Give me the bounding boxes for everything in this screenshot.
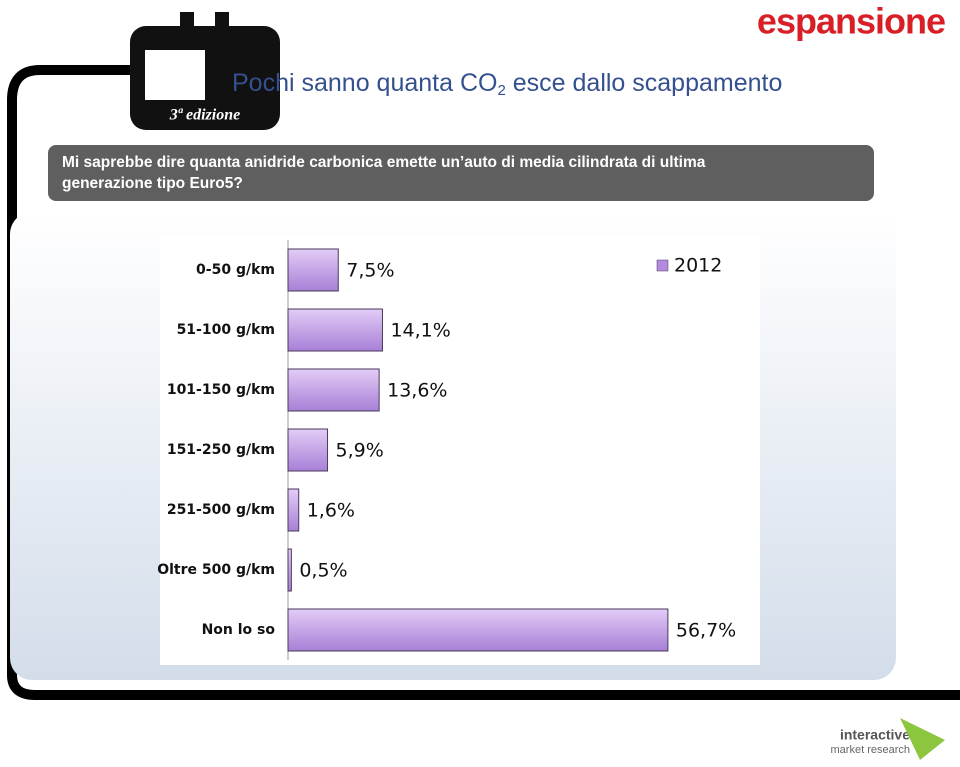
footer-mark (900, 718, 945, 760)
question-box (48, 145, 874, 201)
legend-label: 2012 (674, 255, 722, 277)
bar (287, 308, 383, 352)
value-label: 56,7% (676, 620, 736, 642)
plug-pin (215, 12, 229, 32)
question: generazione tipo Euro5? (62, 175, 243, 192)
chart: 0-50 g/km 51-100 g/km 101-150 g/km 151-250 … (157, 240, 736, 660)
category-label: 0-50 g/km (196, 262, 275, 278)
title-part: Pochi sanno quanta CO (232, 69, 497, 97)
legend-swatch (656, 259, 669, 272)
category-label: 251-500 g/km (167, 502, 275, 518)
category-label: 101-150 g/km (167, 382, 275, 398)
badge: 3ª edizione (169, 107, 240, 124)
bar (287, 368, 380, 412)
bar (287, 548, 292, 592)
value-label: 7,5% (346, 260, 394, 282)
bar (287, 608, 669, 652)
bar (287, 428, 329, 472)
logo: espansione (757, 1, 945, 42)
footer-tagline: market research (831, 744, 910, 756)
value-label: 13,6% (387, 380, 447, 402)
value-label: 5,9% (336, 440, 384, 462)
bar (287, 488, 300, 532)
title-subscript: 2 (497, 82, 505, 99)
bar (287, 248, 339, 292)
value-label: 14,1% (390, 320, 450, 342)
plot-area (160, 235, 760, 665)
question: Mi saprebbe dire quanta anidride carboni… (62, 154, 706, 171)
plug-pin (180, 12, 194, 32)
category-label: Non lo so (202, 622, 276, 638)
value-label: 1,6% (307, 500, 355, 522)
category-label: Oltre 500 g/km (157, 562, 275, 578)
value-label: 0,5% (299, 560, 347, 582)
category-label: 151-250 g/km (167, 442, 275, 458)
title: Pochi sanno quanta CO2 esce dallo scappa… (232, 69, 782, 99)
cathedral (145, 50, 205, 100)
title-part: esce dallo scappamento (506, 69, 783, 97)
footer-brand: interactive (840, 727, 910, 743)
category-label: 51-100 g/km (177, 322, 275, 338)
